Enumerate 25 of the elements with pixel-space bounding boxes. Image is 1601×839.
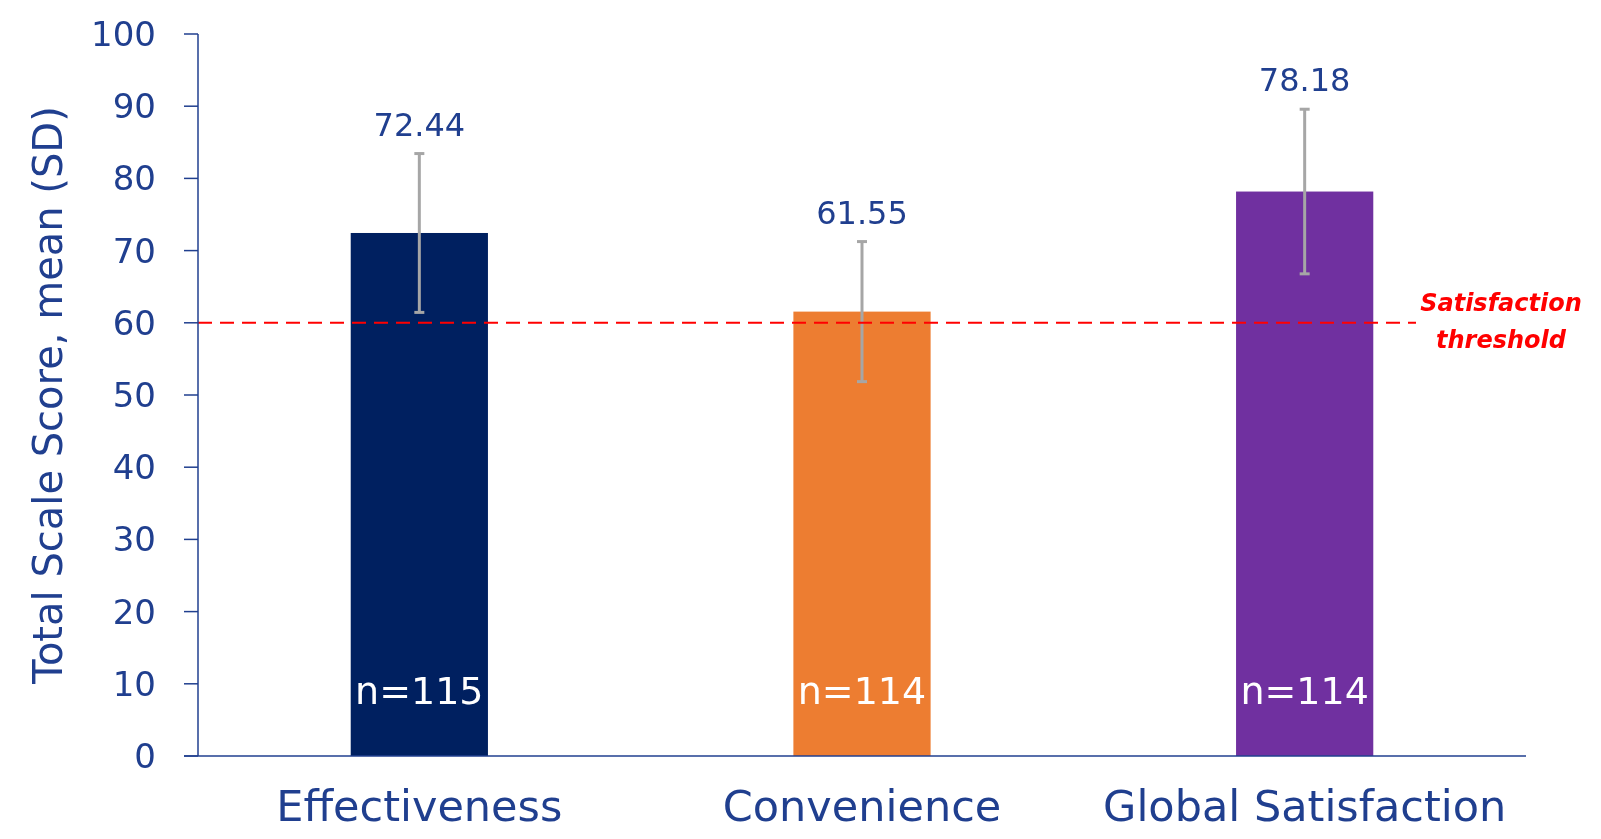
annotation: n=115 bbox=[355, 669, 484, 713]
y-tick-label: 30 bbox=[112, 519, 156, 560]
ref-line-label: Satisfaction threshold bbox=[1420, 288, 1582, 354]
y-tick-label: 10 bbox=[112, 663, 156, 704]
y-tick-label: 50 bbox=[112, 374, 156, 415]
y-tick-label: 90 bbox=[112, 86, 156, 127]
bar bbox=[350, 232, 488, 756]
x-tick-label: Global Satisfaction bbox=[1103, 781, 1507, 831]
data-label: 72.44 bbox=[373, 105, 466, 144]
annotation: n=114 bbox=[1240, 669, 1369, 713]
y-tick-label: 80 bbox=[112, 158, 156, 199]
x-tick-label: Effectiveness bbox=[276, 781, 563, 831]
data-label: 78.18 bbox=[1258, 61, 1351, 100]
y-tick-label: 0 bbox=[134, 735, 156, 776]
bar bbox=[793, 311, 931, 756]
y-axis-title: Total Scale Score, mean (SD) bbox=[25, 106, 71, 685]
y-tick-label: 20 bbox=[112, 591, 156, 632]
bar bbox=[1236, 191, 1374, 756]
y-tick-label: 40 bbox=[112, 447, 156, 488]
data-label: 61.55 bbox=[816, 193, 908, 232]
y-tick-label: 70 bbox=[112, 230, 156, 271]
x-tick-label: Convenience bbox=[722, 781, 1002, 831]
annotation: n=114 bbox=[797, 669, 927, 713]
y-tick-label: 100 bbox=[91, 13, 156, 54]
y-tick-label: 60 bbox=[112, 302, 156, 343]
